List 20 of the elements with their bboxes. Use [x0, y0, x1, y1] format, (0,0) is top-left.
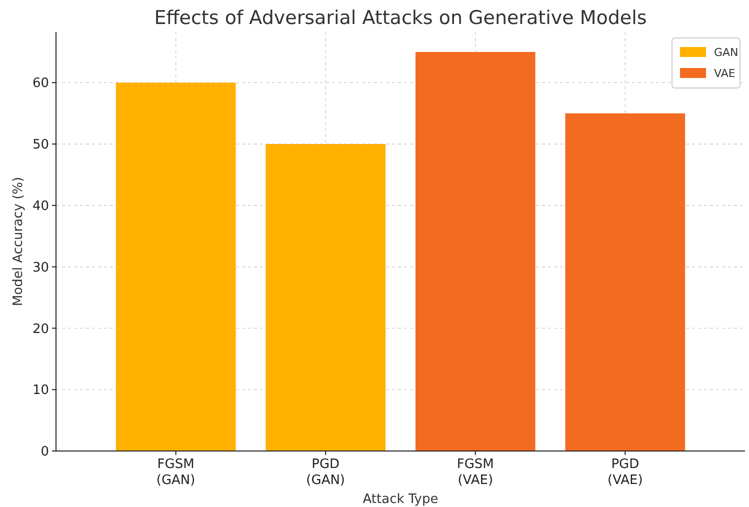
y-tick-label: 10 — [32, 383, 49, 398]
y-tick-label: 30 — [32, 260, 49, 276]
y-axis-title: Model Accuracy (%) — [11, 176, 26, 306]
bar — [565, 113, 686, 451]
x-tick-label: PGD (GAN) — [306, 457, 346, 488]
y-tick-label: 50 — [32, 138, 49, 153]
y-tick-label: 0 — [40, 444, 49, 460]
y-tick-label: 40 — [32, 198, 49, 214]
legend-label: VAE — [714, 67, 736, 80]
y-tick-label: 60 — [32, 76, 49, 92]
bar — [415, 52, 536, 451]
x-tick-label: PGD (VAE) — [608, 457, 643, 488]
x-axis-title: Attack Type — [362, 492, 438, 507]
bar — [266, 144, 386, 451]
legend-label: GAN — [714, 46, 738, 59]
x-tick-label: FGSM (VAE) — [456, 457, 494, 488]
x-tick-label: FGSM (GAN) — [156, 457, 196, 488]
chart-title: Effects of Adversarial Attacks on Generative Models — [154, 7, 647, 29]
y-tick-label: 20 — [32, 322, 49, 337]
bar — [116, 82, 236, 451]
